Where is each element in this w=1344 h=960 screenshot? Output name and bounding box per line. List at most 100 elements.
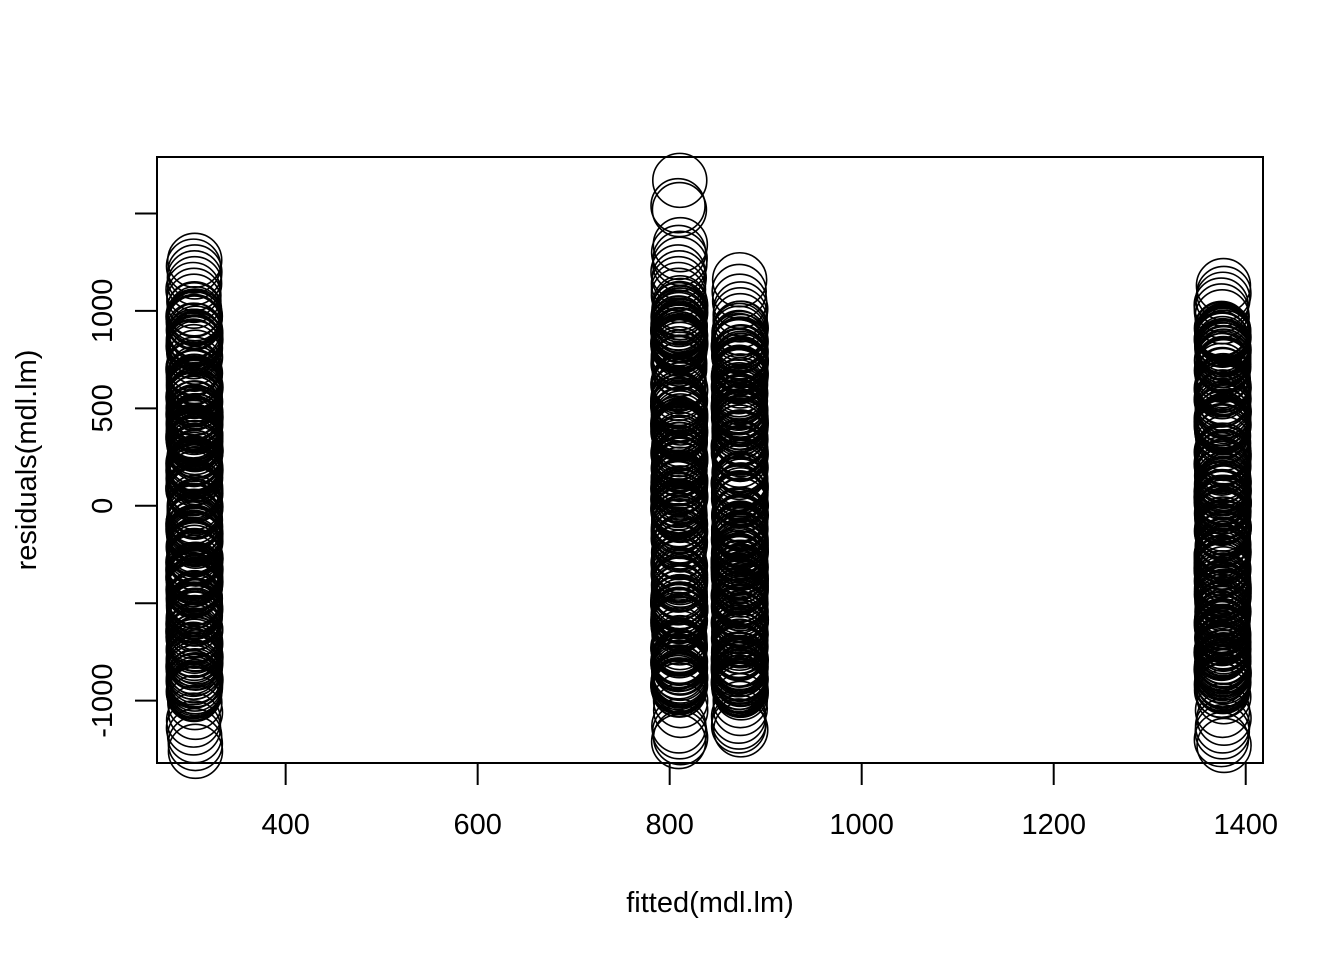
data-point (652, 514, 709, 570)
data-point (651, 152, 708, 209)
plot-frame (156, 156, 1264, 764)
data-point (1194, 610, 1250, 666)
data-point (650, 224, 707, 281)
data-point (1194, 584, 1250, 640)
data-point (650, 402, 707, 459)
x-axis: 400 600 800 1000 1200 1400 (261, 762, 1278, 841)
x-tick-label: 600 (453, 809, 501, 841)
y-tick-label: -1000 (87, 664, 119, 738)
data-point (650, 377, 707, 433)
data-point (165, 692, 222, 748)
data-point (1195, 398, 1252, 455)
data-point (166, 255, 223, 312)
data-point (652, 581, 709, 638)
data-point (711, 263, 768, 320)
data-point (1195, 322, 1252, 378)
data-point (166, 281, 222, 338)
data-point (712, 702, 769, 758)
data-point (167, 396, 224, 453)
data-point (165, 641, 222, 698)
x-tick-label: 800 (645, 809, 693, 841)
data-point (710, 635, 767, 692)
data-point (650, 713, 707, 770)
data-point (651, 535, 708, 591)
data-point (652, 432, 709, 489)
data-point (1196, 370, 1252, 427)
data-point (712, 292, 769, 349)
data-point (652, 709, 709, 766)
data-point (649, 574, 706, 631)
x-tick-label: 1200 (1021, 809, 1086, 841)
data-point (651, 387, 707, 444)
data-point (1195, 451, 1251, 508)
data-point (1195, 444, 1251, 500)
data-point (650, 482, 706, 539)
data-point (167, 674, 223, 731)
data-point (712, 384, 769, 441)
data-point (713, 458, 769, 514)
x-tick-label: 400 (261, 809, 309, 841)
data-point (167, 663, 223, 719)
data-point (711, 625, 767, 682)
data-point (1196, 475, 1252, 532)
data-point (167, 320, 224, 376)
y-axis-title: residuals(mdl.lm) (11, 350, 43, 571)
data-point (713, 477, 770, 534)
data-point (650, 326, 707, 382)
data-point (1193, 300, 1250, 357)
data-point (652, 672, 709, 729)
data-point (711, 251, 768, 308)
data-point (713, 324, 769, 380)
data-point (712, 337, 769, 394)
data-point (166, 494, 223, 551)
data-point (651, 341, 708, 397)
data-point (651, 181, 708, 238)
data-point (1195, 517, 1252, 573)
data-point (650, 267, 707, 324)
data-point (652, 569, 709, 625)
y-tick-label: 1000 (87, 279, 119, 344)
data-point (652, 592, 709, 649)
x-tick-label: 1400 (1213, 809, 1278, 841)
y-axis: -1000 0 500 1000 (87, 212, 157, 738)
data-point (713, 558, 769, 615)
y-tick-label: 500 (87, 384, 119, 432)
data-point (1196, 568, 1252, 625)
data-point (713, 521, 769, 578)
data-point (650, 636, 707, 693)
data-point (1193, 468, 1250, 525)
data-point (165, 442, 221, 499)
data-point (1196, 717, 1252, 774)
data-point (711, 598, 768, 655)
data-point (652, 538, 709, 594)
data-point (167, 505, 224, 562)
data-point (652, 657, 709, 713)
data-point (165, 341, 221, 398)
data-point (1193, 641, 1249, 698)
data-point (1195, 408, 1252, 464)
data-point (166, 273, 222, 329)
data-point (167, 715, 224, 772)
data-point (651, 356, 707, 412)
x-axis-title: fitted(mdl.lm) (626, 887, 794, 919)
points-layer (165, 152, 1252, 780)
data-point (651, 446, 708, 503)
data-point (713, 665, 769, 721)
y-tick-label: 0 (87, 498, 119, 514)
data-point (167, 549, 224, 606)
data-point (167, 640, 224, 696)
data-point (650, 472, 707, 529)
data-point (710, 502, 767, 559)
data-point (165, 380, 222, 436)
data-point (1193, 711, 1250, 768)
data-point (651, 402, 708, 458)
data-point (165, 312, 222, 368)
data-point (1195, 668, 1252, 725)
data-point (1194, 288, 1250, 345)
data-point (166, 529, 222, 585)
data-point (650, 177, 706, 234)
data-point (165, 460, 221, 517)
data-point (711, 535, 768, 592)
data-point (1195, 545, 1252, 602)
